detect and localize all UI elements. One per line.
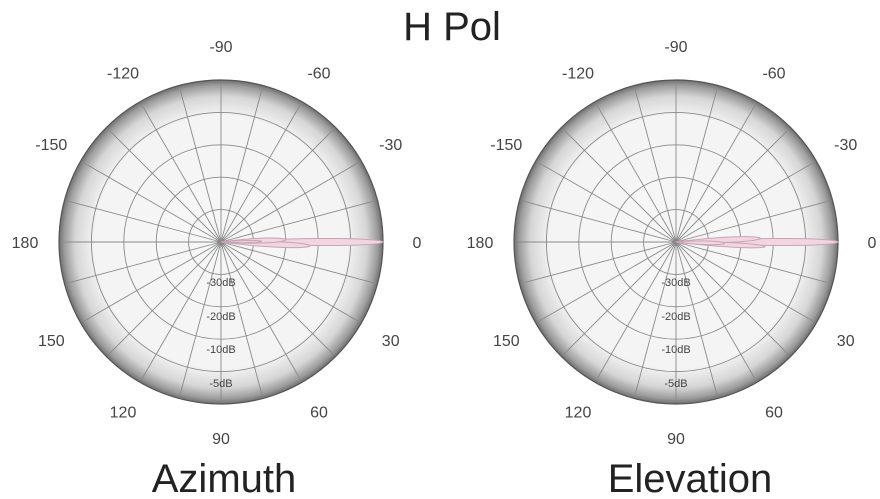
grid-spoke (675, 241, 756, 380)
angle-tick-label: 90 (667, 431, 685, 448)
angle-tick-label: -150 (490, 137, 522, 154)
grid-spoke (220, 200, 375, 243)
grid-spoke (220, 88, 263, 243)
grid-spoke (675, 162, 814, 243)
ring-label: -5dB (664, 378, 687, 390)
angle-tick-label: 30 (382, 333, 400, 350)
angle-tick-label: 30 (837, 333, 855, 350)
grid-spoke (596, 241, 677, 380)
angle-tick-label: -30 (834, 137, 857, 154)
grid-spoke (538, 162, 677, 243)
chart-title: H Pol (403, 5, 501, 49)
angle-tick-label: -60 (762, 65, 785, 82)
grid-spoke (675, 88, 718, 243)
grid-spoke (220, 104, 301, 243)
grid-spoke (220, 241, 334, 355)
grid-spoke (179, 88, 222, 243)
grid-spoke (179, 241, 222, 396)
grid-spoke (675, 241, 830, 284)
grid-spoke (522, 241, 677, 284)
polar-plot-2: -30dB -20dB -10dB -5dB -90 -60 -30 0 30 60 90 120 15… (467, 39, 877, 499)
grid-spoke (83, 241, 222, 322)
grid-spoke (67, 241, 222, 284)
grid-spoke (220, 241, 301, 380)
grid-spoke (67, 200, 222, 243)
angle-tick-label: -120 (107, 65, 139, 82)
angle-tick-label: 120 (565, 405, 592, 422)
grid-spoke (675, 129, 789, 243)
angle-tick-label: 60 (310, 405, 328, 422)
angle-tick-label: 180 (12, 235, 39, 252)
grid-spoke (108, 129, 222, 243)
grid-spoke (83, 162, 222, 243)
angle-tick-label: -30 (379, 137, 402, 154)
grid-spoke (220, 241, 263, 396)
grid-spoke (108, 241, 222, 355)
grid-spoke (675, 241, 718, 396)
angle-tick-label: -60 (307, 65, 330, 82)
grid-spoke (522, 200, 677, 243)
grid-spoke (675, 104, 756, 243)
angle-tick-label: 0 (413, 235, 422, 252)
grid-spoke (141, 104, 222, 243)
grid-spoke (563, 129, 677, 243)
angle-tick-label: 90 (212, 431, 230, 448)
polar-plot-1: -30dB -20dB -10dB -5dB -90 -60 -30 0 30 60 90 120 15… (12, 39, 422, 499)
angle-tick-label: 0 (868, 235, 877, 252)
ring-label: -20dB (206, 311, 235, 323)
grid-spoke (538, 241, 677, 322)
angle-tick-label: 120 (110, 405, 137, 422)
ring-label: -30dB (206, 277, 235, 289)
ring-label: -10dB (206, 344, 235, 356)
angle-tick-label: 150 (38, 333, 65, 350)
grid-spoke (675, 241, 814, 322)
grid-spoke (675, 200, 830, 243)
grid-spoke (596, 104, 677, 243)
ring-label: -5dB (209, 378, 232, 390)
grid-spoke (220, 241, 359, 322)
angle-tick-label: 180 (467, 235, 494, 252)
grid-spoke (141, 241, 222, 380)
pattern-lobe (220, 240, 263, 244)
plots: -30dB -20dB -10dB -5dB -90 -60 -30 0 30 60 90 120 15… (12, 39, 877, 499)
ring-label: -10dB (661, 344, 690, 356)
grid-spoke (220, 162, 359, 243)
angle-tick-label: 150 (493, 333, 520, 350)
grid-spoke (220, 241, 375, 284)
angle-tick-label: -90 (209, 39, 232, 56)
angle-tick-label: -150 (35, 137, 67, 154)
angle-tick-label: -90 (664, 39, 687, 56)
pattern-lobe (675, 240, 726, 246)
grid-spoke (675, 241, 789, 355)
grid-spoke (563, 241, 677, 355)
grid-spoke (220, 129, 334, 243)
angle-tick-label: -120 (562, 65, 594, 82)
chart-subtitle: Azimuth (152, 457, 297, 499)
chart-subtitle: Elevation (608, 457, 773, 499)
grid-spoke (634, 88, 677, 243)
ring-label: -20dB (661, 311, 690, 323)
grid-spoke (634, 241, 677, 396)
angle-tick-label: 60 (765, 405, 783, 422)
ring-label: -30dB (661, 277, 690, 289)
